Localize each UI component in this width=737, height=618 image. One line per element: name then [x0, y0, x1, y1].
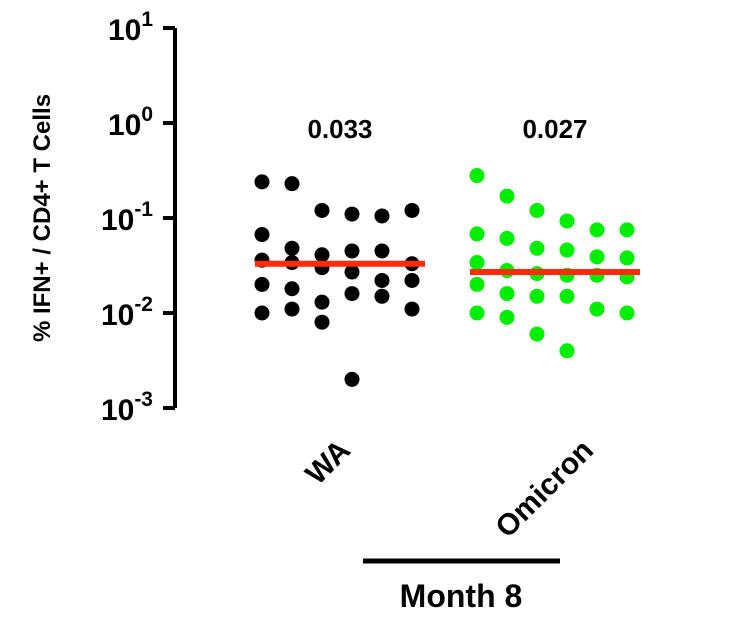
data-point	[469, 255, 485, 271]
data-point	[284, 301, 300, 317]
data-point	[254, 305, 270, 321]
data-point	[374, 243, 390, 259]
median-lines	[255, 260, 640, 276]
data-point	[499, 188, 515, 204]
y-tick-base: 10	[108, 109, 141, 142]
data-point	[469, 226, 485, 242]
y-tick-base: 10	[101, 299, 134, 332]
data-point	[529, 326, 545, 342]
data-point	[559, 213, 575, 229]
x-category-label: WA	[299, 434, 357, 492]
data-point	[344, 206, 360, 222]
series-wa	[254, 174, 420, 387]
data-point	[374, 272, 390, 288]
data-point	[619, 250, 635, 266]
data-point	[374, 288, 390, 304]
data-point	[284, 240, 300, 256]
data-point	[529, 288, 545, 304]
y-tick-exponent: 0	[141, 103, 153, 126]
data-point	[404, 272, 420, 288]
data-point	[254, 227, 270, 243]
data-point	[314, 247, 330, 263]
data-point	[499, 230, 515, 246]
data-point	[499, 286, 515, 302]
y-tick-base: 10	[101, 394, 134, 427]
y-tick-exponent: 1	[141, 8, 153, 31]
data-point	[559, 288, 575, 304]
data-point	[589, 301, 605, 317]
data-point	[589, 249, 605, 265]
y-tick-label: 10-3	[101, 388, 153, 427]
data-point	[589, 222, 605, 238]
data-point	[344, 286, 360, 302]
data-point	[314, 314, 330, 330]
data-point	[344, 243, 360, 259]
y-tick-base: 10	[108, 14, 141, 47]
x-category-label: Omicron	[489, 434, 600, 545]
data-point	[529, 202, 545, 218]
y-tick-label: 10-2	[101, 293, 153, 332]
data-point	[314, 202, 330, 218]
y-tick-label: 101	[108, 8, 153, 47]
data-point	[404, 202, 420, 218]
data-point	[254, 276, 270, 292]
data-point	[284, 176, 300, 192]
data-point	[374, 208, 390, 224]
data-point	[404, 301, 420, 317]
median-value-label: 0.027	[522, 114, 587, 144]
data-points	[254, 168, 635, 387]
data-point	[344, 371, 360, 387]
y-tick-label: 10-1	[101, 198, 153, 237]
data-point	[314, 294, 330, 310]
y-tick-label: 100	[108, 103, 153, 142]
series-omicron	[469, 168, 635, 359]
data-point	[619, 305, 635, 321]
data-point	[344, 264, 360, 280]
data-point	[499, 309, 515, 325]
data-point	[284, 281, 300, 297]
median-value-label: 0.033	[307, 114, 372, 144]
data-point	[469, 305, 485, 321]
group-label: Month 8	[400, 578, 523, 614]
data-point	[254, 174, 270, 190]
data-point	[469, 168, 485, 184]
plot-axes	[163, 26, 560, 564]
y-tick-base: 10	[101, 204, 134, 237]
data-point	[619, 222, 635, 238]
data-point	[559, 343, 575, 359]
data-point	[469, 276, 485, 292]
y-tick-exponent: -3	[134, 388, 153, 411]
y-axis-title: % IFN+ / CD4+ T Cells	[29, 94, 56, 342]
y-tick-exponent: -2	[134, 293, 153, 316]
data-point	[559, 242, 575, 258]
data-point	[529, 240, 545, 256]
y-tick-exponent: -1	[134, 198, 153, 221]
